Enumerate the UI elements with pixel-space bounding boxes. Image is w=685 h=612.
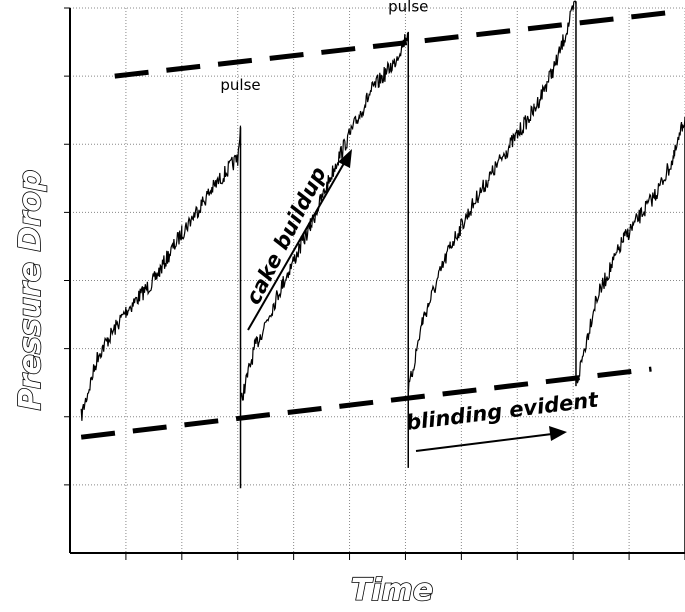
series-segment-3	[407, 0, 577, 399]
axes	[69, 8, 685, 554]
cake-buildup-arrowhead	[338, 149, 352, 168]
blinding-evident-arrowhead	[549, 426, 567, 441]
lower-trend-line	[80, 366, 652, 440]
pulse-labels: pulse pulse pulse	[220, 0, 428, 94]
y-axis-title: Pressure Drop	[13, 170, 48, 411]
trend-lines	[80, 8, 680, 440]
upper-trend-line	[114, 8, 680, 79]
pressure-series	[80, 0, 685, 553]
cake-buildup-label: cake buildup	[241, 163, 331, 308]
grid	[64, 7, 685, 560]
x-axis-title: Time	[351, 573, 433, 608]
blinding-evident-arrow-shaft	[415, 433, 553, 452]
series-segment-4	[575, 119, 685, 384]
series-segment-2	[239, 32, 409, 402]
cake-buildup-annotation: cake buildup	[241, 149, 352, 331]
series-segment-1	[80, 125, 242, 421]
pulse-label-1: pulse	[220, 76, 260, 94]
blinding-evident-annotation: blinding evident	[405, 387, 601, 452]
cake-buildup-arrow-shaft	[247, 157, 348, 331]
blinding-evident-label: blinding evident	[405, 387, 601, 434]
pulse-label-2: pulse	[388, 0, 428, 15]
